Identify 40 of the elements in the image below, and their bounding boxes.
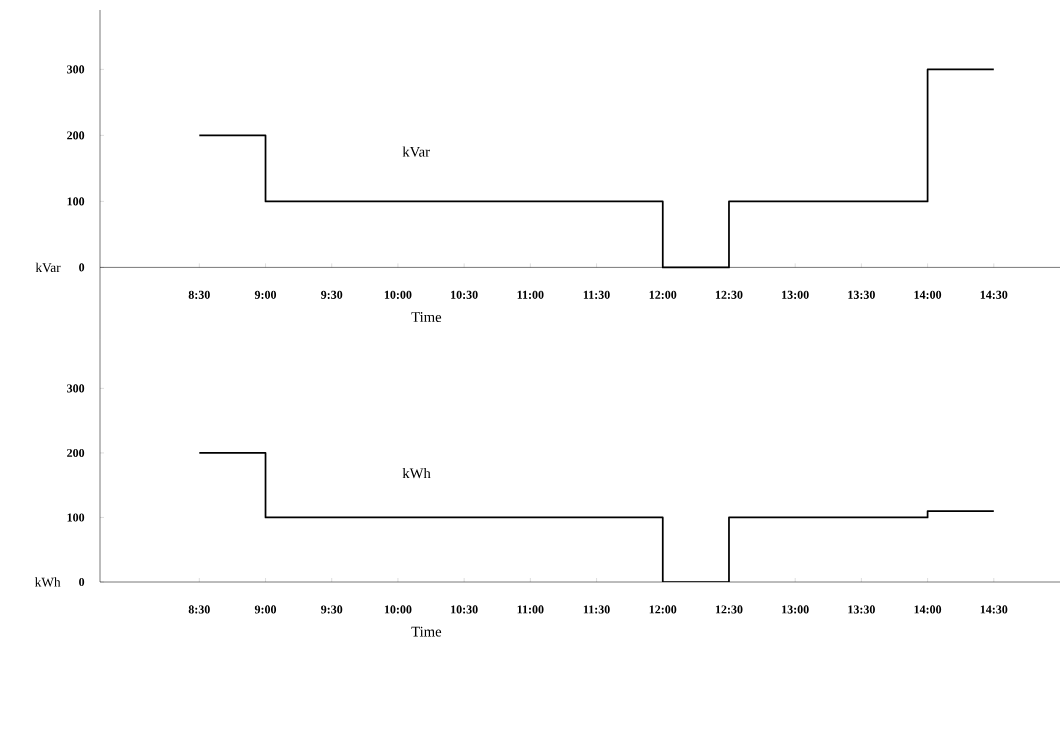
y-axis-title: kVar	[35, 262, 61, 273]
y-tick-label: 0	[79, 577, 85, 587]
x-tick-label: 14:30	[980, 605, 1008, 614]
y-tick-label: 0	[79, 263, 85, 272]
x-axis-title: Time	[411, 626, 442, 637]
x-tick-label: 11:30	[583, 605, 610, 614]
x-tick-label: 9:00	[254, 290, 277, 299]
y-tick-label: 300	[67, 65, 85, 74]
x-tick-label: 10:00	[384, 290, 412, 299]
y-tick-label: 200	[67, 131, 85, 140]
x-tick-label: 13:30	[848, 290, 875, 299]
y-tick-label: 100	[67, 513, 85, 522]
x-axis-title: Time	[411, 312, 442, 322]
x-tick-label: 12:00	[649, 605, 677, 614]
x-tick-label: 14:00	[914, 290, 942, 299]
x-tick-label: 12:30	[715, 290, 743, 299]
x-tick-label: 8:30	[188, 290, 210, 299]
x-tick-label: 12:00	[649, 290, 677, 299]
x-tick-label: 9:30	[321, 605, 343, 614]
x-tick-label: 8:30	[188, 605, 210, 614]
text: kWh	[402, 467, 431, 479]
y-tick-label: 200	[67, 448, 85, 457]
x-tick-label: 11:30	[583, 290, 610, 299]
x-tick-label: 9:00	[254, 605, 277, 614]
x-tick-label: 14:30	[980, 290, 1008, 299]
x-tick-label: 13:30	[848, 605, 875, 614]
x-tick-label: 14:00	[914, 605, 942, 614]
x-tick-label: 10:00	[384, 605, 412, 614]
x-tick-label: 10:30	[451, 290, 478, 299]
text: kVar	[402, 146, 430, 157]
y-tick-label: 300	[67, 384, 85, 393]
x-tick-label: 9:30	[321, 290, 343, 299]
x-tick-label: 13:00	[782, 290, 809, 299]
x-tick-label: 11:00	[517, 290, 544, 299]
y-axis-title: kWh	[34, 577, 61, 587]
x-tick-label: 13:00	[782, 605, 809, 614]
x-tick-label: 12:30	[715, 605, 743, 614]
y-tick-label: 100	[67, 197, 85, 206]
x-tick-label: 10:30	[451, 605, 478, 614]
x-tick-label: 11:00	[517, 605, 544, 614]
